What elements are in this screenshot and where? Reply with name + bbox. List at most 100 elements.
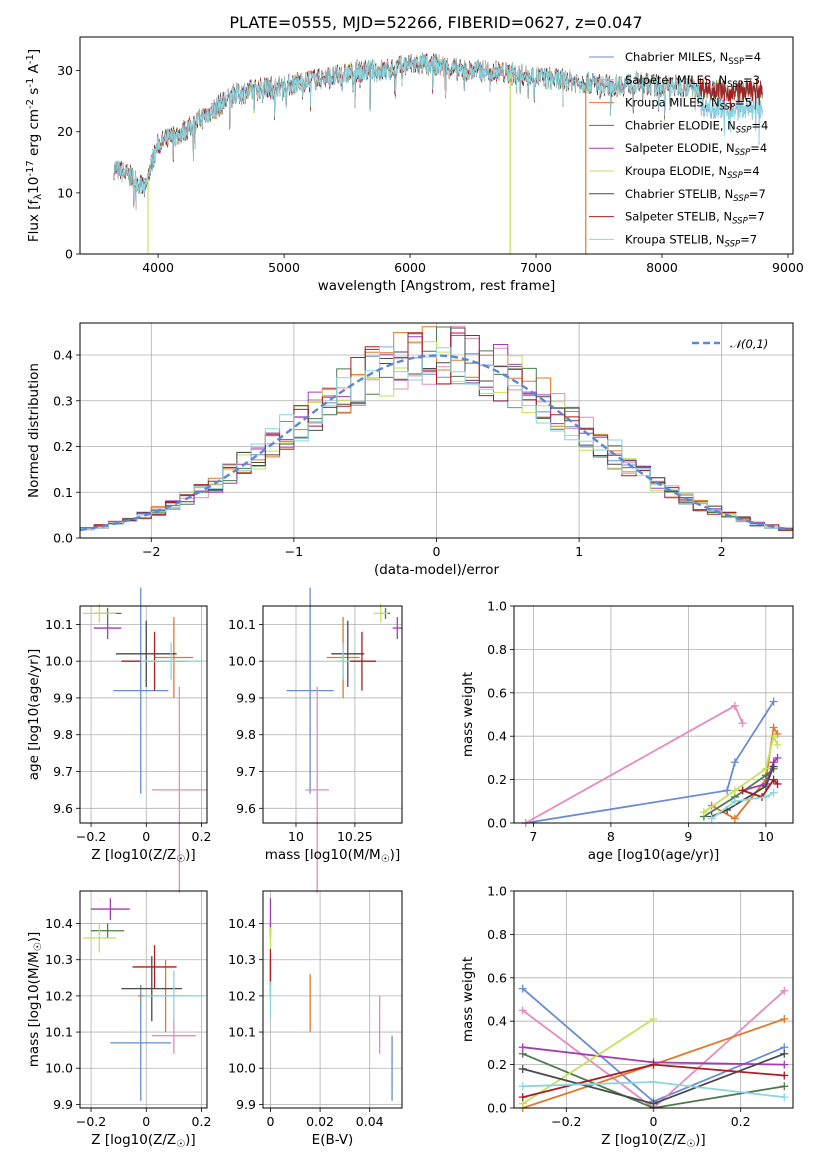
mass-weight-point-marker — [769, 788, 778, 797]
mass-weight-point-marker — [769, 775, 778, 784]
tick-label-y: 9.6 — [53, 801, 73, 816]
tick-label-x: 0.2 — [192, 1114, 212, 1129]
legend-entry: Kroupa ELODIE, NSSP=4 — [625, 164, 760, 181]
legend-entry: Chabrier MILES, NSSP=4 — [625, 50, 761, 67]
tick-label-x: −0.2 — [551, 1114, 581, 1129]
tick-label-x: 7000 — [520, 260, 552, 275]
mass-weight-point-marker — [518, 1093, 527, 1102]
tick-label-y: 9.6 — [236, 801, 256, 816]
axes-frame — [513, 890, 794, 1109]
mass-weight-point-marker — [738, 786, 747, 795]
tick-label-y: 10.3 — [228, 952, 256, 967]
tick-label-y: 9.9 — [53, 690, 73, 705]
axes-age-vs-Z: −0.2 0 0.2 9.6 9.7 9.8 9.9 10.0 10.1 Z [log10(Z/Z… — [26, 587, 211, 893]
axes-spectrum: 4000 5000 6000 7000 8000 9000 0 10 20 30 wavelengt… — [25, 36, 804, 294]
tick-label-y: 0.8 — [487, 927, 507, 942]
mass-weight-series-line — [525, 701, 775, 824]
axes-frame — [262, 890, 403, 1109]
mass-weight-point-marker — [780, 1060, 789, 1069]
mass-weight-point-marker — [730, 786, 739, 795]
legend-entry: Kroupa STELIB, NSSP=7 — [625, 232, 757, 249]
mass-weight-point-marker — [780, 1015, 789, 1024]
tick-label-x: 0.04 — [356, 1114, 384, 1129]
y-axis-label: mass [log10(M/M☉)] — [26, 932, 44, 1067]
mass-weight-series-line — [742, 757, 779, 792]
tick-label-y: 9.9 — [53, 1097, 73, 1112]
mass-weight-point-marker — [773, 740, 782, 749]
errorbar-point — [115, 620, 177, 687]
axes-mass-weight-vs-age: 7 8 9 10 0.0 0.2 0.4 0.6 0.8 1.0 age [log10(age/yr… — [460, 599, 794, 863]
tick-label-y: 0.2 — [487, 772, 507, 787]
errorbar-point — [154, 617, 194, 698]
mass-weight-point-marker — [761, 764, 770, 773]
x-axis-label: Z [log10(Z/Z☉)] — [91, 847, 195, 865]
errorbar-point — [305, 686, 329, 893]
histogram-step-series — [80, 332, 793, 531]
tick-label-y: 10.0 — [45, 1061, 73, 1076]
mass-weight-point-marker — [769, 697, 778, 706]
tick-label-x: 8000 — [646, 260, 678, 275]
tick-label-x: 1 — [575, 544, 583, 559]
tick-label-y: 9.7 — [236, 764, 256, 779]
tick-label-x: 0 — [142, 829, 150, 844]
normal-reference-curve — [80, 354, 791, 532]
mass-weight-point-marker — [761, 792, 770, 801]
mass-weight-point-marker — [780, 986, 789, 995]
spectrum-line-kroupa-stelib — [113, 53, 763, 211]
mass-weight-point-marker — [518, 984, 527, 993]
tick-label-x: 2 — [718, 544, 726, 559]
tick-label-x: 0.2 — [731, 1114, 751, 1129]
mass-weight-point-marker — [780, 1082, 789, 1091]
tick-label-x: 8 — [607, 829, 615, 844]
tick-label-y: 0.1 — [53, 485, 73, 500]
tick-label-y: 10.2 — [228, 988, 256, 1003]
tick-label-y: 10.1 — [228, 617, 256, 632]
mass-weight-point-marker — [649, 1060, 658, 1069]
tick-label-y: 0.4 — [487, 729, 507, 744]
tick-label-y: 10.1 — [45, 1025, 73, 1040]
tick-label-y: 10.0 — [45, 654, 73, 669]
x-axis-label: wavelength [Angstrom, rest frame] — [318, 278, 556, 294]
errorbar-point — [113, 587, 169, 794]
tick-label-x: 10 — [758, 829, 774, 844]
legend-entry: Salpeter ELODIE, NSSP=4 — [625, 141, 767, 158]
tick-label-x: 0 — [266, 1114, 274, 1129]
tick-label-y: 10.0 — [228, 654, 256, 669]
mass-weight-point-marker — [649, 1015, 658, 1024]
tick-label-y: 0.4 — [487, 1014, 507, 1029]
errorbar-point — [82, 923, 116, 953]
x-axis-label: Z [log10(Z/Z☉)] — [91, 1132, 195, 1150]
axes-frame — [79, 322, 794, 539]
tick-label-y: 9.9 — [236, 690, 256, 705]
mass-weight-series-line — [522, 1018, 654, 1105]
tick-label-y: 0.6 — [487, 970, 507, 985]
tick-label-x: 0.02 — [306, 1114, 334, 1129]
axes-frame — [513, 605, 794, 824]
tick-label-y: 1.0 — [487, 884, 507, 899]
tick-label-y: 9.8 — [53, 727, 73, 742]
mass-weight-point-marker — [780, 1093, 789, 1102]
plot-area-mass-vs-Z — [82, 898, 205, 1101]
tick-label-y: 0.2 — [487, 1057, 507, 1072]
mass-weight-point-marker — [769, 723, 778, 732]
errorbar-point — [286, 587, 334, 794]
legend-entry: Salpeter STELIB, NSSP=7 — [625, 210, 765, 227]
tick-label-y: 0 — [65, 247, 73, 262]
errorbar-point — [143, 970, 205, 1022]
axes-mass-vs-Z: −0.2 0 0.2 9.9 10.0 10.1 10.2 10.3 10.4 Z [log10(… — [26, 890, 212, 1150]
tick-label-y: 9.7 — [53, 764, 73, 779]
tick-label-y: 10.1 — [228, 1025, 256, 1040]
mass-weight-series-line — [742, 778, 779, 799]
histogram-step-series — [80, 346, 793, 529]
tick-label-x: 10 — [288, 829, 304, 844]
mass-weight-point-marker — [518, 1043, 527, 1052]
mass-weight-point-marker — [780, 1049, 789, 1058]
tick-label-x: 5000 — [268, 260, 300, 275]
tick-label-y: 10.2 — [45, 988, 73, 1003]
mass-weight-series-line — [711, 791, 775, 820]
errorbar-point — [91, 898, 130, 920]
mass-weight-point-marker — [707, 814, 716, 823]
tick-label-y: 0.4 — [53, 348, 73, 363]
axes-frame — [79, 890, 208, 1109]
tick-label-x: 9000 — [772, 260, 804, 275]
